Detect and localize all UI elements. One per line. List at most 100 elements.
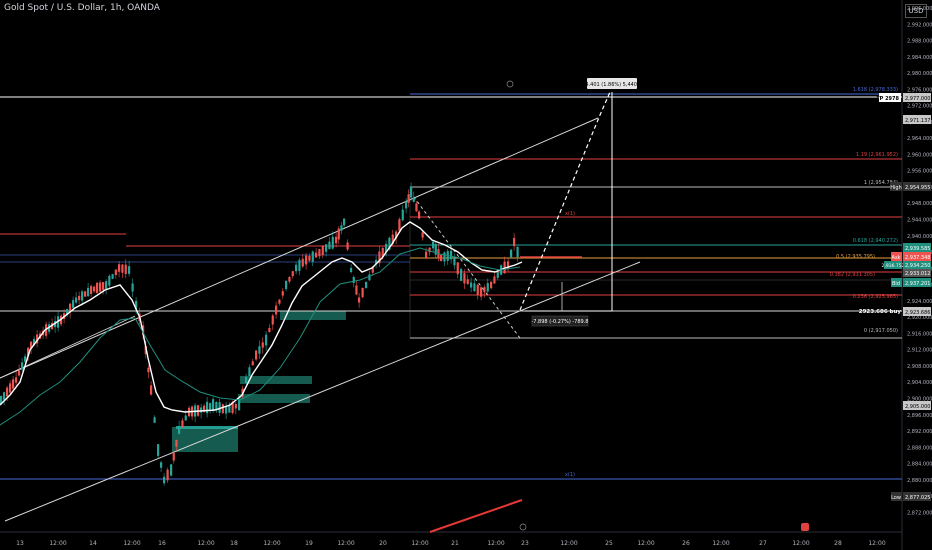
candle-body: [450, 250, 453, 260]
candle-body: [355, 285, 358, 295]
candle-body: [434, 243, 437, 255]
candle-body: [102, 282, 105, 290]
candle-body: [365, 281, 368, 289]
candle-body: [209, 403, 212, 410]
candle-body: [466, 279, 469, 285]
candle-body: [248, 367, 251, 377]
candle-body: [18, 370, 21, 376]
candle-body: [460, 269, 463, 281]
candle-body: [24, 356, 27, 362]
time-tick-label: 27: [759, 540, 767, 547]
candle-body: [305, 255, 308, 265]
candle-body: [90, 286, 93, 294]
time-axis[interactable]: 13 12:00 14 12:00 16 12:00 18 12:00 19 12:00 20 12:…: [16, 540, 886, 547]
candle-body: [157, 444, 160, 456]
candle-body: [215, 402, 218, 411]
demand-zone[interactable]: [240, 376, 312, 384]
candle-body: [181, 420, 184, 428]
candle-body: [271, 315, 274, 325]
news-icon[interactable]: [801, 523, 809, 531]
time-tick-label: 21: [451, 540, 459, 547]
candle-body: [147, 367, 150, 373]
candle-body: [163, 476, 166, 484]
ask-price-label: 2,937.348: [905, 255, 930, 261]
candle-body: [493, 276, 496, 284]
demand-zone[interactable]: [176, 426, 238, 429]
candle-body: [128, 266, 131, 274]
candle-body: [75, 297, 78, 303]
candle-body: [378, 251, 381, 264]
candle-body: [135, 300, 138, 310]
candle-body: [231, 401, 234, 414]
event-icon[interactable]: [519, 523, 527, 531]
projection-path[interactable]: [409, 191, 521, 339]
candle-body: [398, 219, 401, 231]
fib-1-label: 1 (2,954.784): [864, 180, 898, 186]
price-tick-label: 2,924.000: [907, 299, 932, 305]
target-box[interactable]: [587, 78, 637, 89]
time-tick-label: 13: [16, 540, 24, 547]
candle-body: [251, 361, 254, 366]
time-tick-label: 12:00: [792, 540, 809, 547]
buy-line-label: 2923.686 buy: [859, 309, 902, 315]
candle-body: [428, 247, 431, 253]
ask-label: Ask: [892, 255, 901, 261]
price-tick-label: 2,912.000: [907, 348, 932, 354]
event-icon[interactable]: [506, 80, 514, 88]
fib-1618-label: 1.618 (2,978.333): [853, 87, 898, 93]
time-tick-label: 19: [305, 540, 313, 547]
candle-body: [0, 396, 3, 404]
bid-price-label: 2,937.201: [905, 281, 930, 287]
candle-body: [516, 246, 519, 258]
channel-lower-line[interactable]: [4, 261, 641, 522]
candle-body: [105, 281, 108, 289]
candle-body: [21, 362, 24, 370]
time-tick-label: 12:00: [197, 540, 214, 547]
price-tick-label: 2,944.000: [907, 218, 932, 224]
candle-body: [69, 303, 72, 313]
price-tick-label: 2,904.000: [907, 380, 932, 386]
candle-body: [66, 308, 69, 316]
candle-body: [395, 231, 398, 239]
demand-zone[interactable]: [238, 394, 310, 403]
fib-05-label: 0.5 (2,935.795): [836, 254, 875, 260]
price-tick-label: 2,972.000: [907, 104, 932, 110]
candle-body: [275, 305, 278, 315]
ma-green-line: [0, 247, 521, 426]
candle-body: [346, 242, 349, 250]
projection-path-up[interactable]: [519, 91, 611, 311]
price-axis-labels: TP 2978 2,977.000 2,971.137 High 2,954.9…: [876, 93, 931, 501]
candle-body: [265, 334, 268, 346]
candle-body: [470, 282, 473, 288]
time-tick-label: 12:00: [560, 540, 577, 547]
price-tick-label: 2,956.000: [907, 169, 932, 175]
high-label: High: [890, 185, 902, 191]
tp-label: TP 2978: [876, 96, 899, 102]
candle-body: [221, 404, 224, 414]
bid-label: Bid: [892, 281, 900, 287]
drawdown-box[interactable]: [531, 315, 589, 327]
candle-body: [234, 404, 237, 409]
candle-body: [388, 237, 391, 250]
candle-body: [3, 392, 6, 400]
red-trend-line[interactable]: [429, 499, 523, 533]
candle-body: [463, 273, 466, 284]
currency-button[interactable]: USD: [905, 4, 927, 18]
price-tick-label: 2,900.000: [907, 396, 932, 402]
price-tick-label: 2,916.000: [907, 331, 932, 337]
candle-series[interactable]: [0, 182, 519, 486]
candle-body: [298, 259, 301, 271]
candle-body: [114, 269, 117, 275]
candle-body: [335, 236, 338, 244]
candle-body: [407, 194, 410, 203]
candle-body: [440, 255, 443, 261]
candle-body: [415, 203, 418, 212]
candle-body: [456, 262, 459, 275]
candle-body: [84, 291, 87, 297]
channel-upper-line[interactable]: [0, 117, 599, 379]
time-tick-label: 20: [379, 540, 387, 547]
candle-body: [337, 228, 340, 240]
candle-body: [443, 252, 446, 262]
candle-body: [238, 399, 241, 411]
